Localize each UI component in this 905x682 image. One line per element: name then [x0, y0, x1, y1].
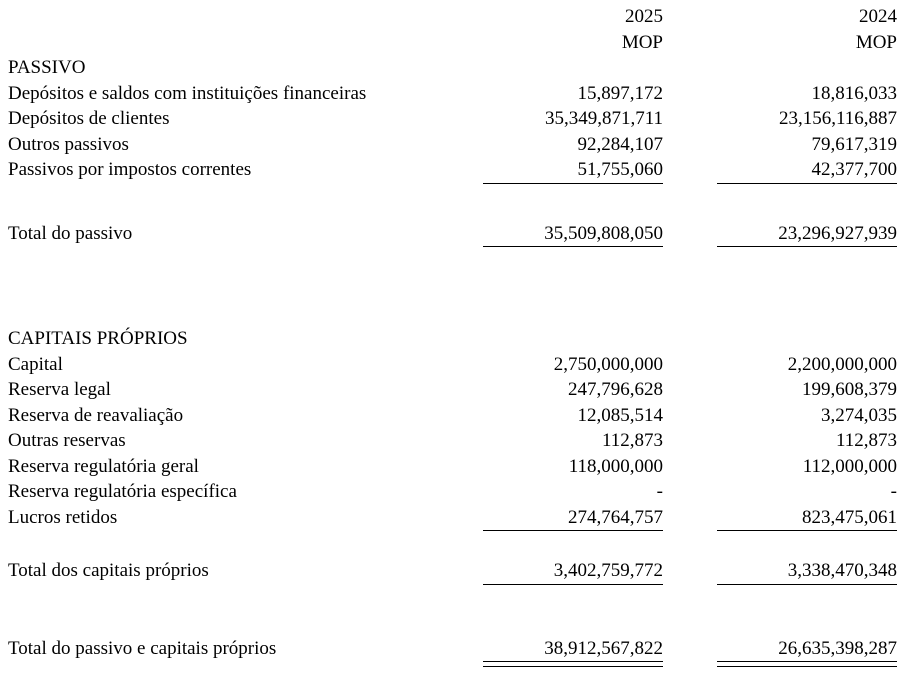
- row-label: Reserva legal: [8, 379, 111, 400]
- year-header-row: 2025 2024: [8, 4, 897, 30]
- row-label: Depósitos e saldos com instituições fina…: [8, 82, 367, 104]
- value-2024: 26,635,398,287: [717, 636, 897, 666]
- value-2025: 2025: [625, 6, 663, 27]
- section-title: CAPITAIS PRÓPRIOS: [8, 328, 188, 349]
- value-2024: -: [890, 481, 897, 502]
- spacer: [8, 183, 897, 221]
- row-label: Total do passivo: [8, 222, 133, 244]
- value-2025: 35,509,808,050: [483, 221, 663, 247]
- value-2024: 3,274,035: [821, 404, 897, 426]
- table-row: Depósitos e saldos com instituições fina…: [8, 81, 897, 107]
- table-row: Passivos por impostos correntes 51,755,06…: [8, 157, 897, 184]
- row-label: Reserva regulatória específica: [8, 481, 237, 502]
- value-2025: 15,897,172: [577, 82, 664, 104]
- value-2025: 112,873: [601, 430, 663, 451]
- row-label: Passivos por impostos correntes: [8, 159, 252, 180]
- table-row: Depósitos de clientes 35,349,871,711 23,15…: [8, 106, 897, 132]
- section-title: PASSIVO: [8, 57, 86, 78]
- row-label: Outros passivos: [8, 133, 129, 155]
- total-equity-row: Total dos capitais próprios 3,402,759,772…: [8, 558, 897, 585]
- value-2024: 42,377,700: [717, 157, 897, 184]
- value-2025: 12,085,514: [577, 404, 664, 426]
- unit-header-row: MOP MOP: [8, 30, 897, 56]
- value-2024: 2,200,000,000: [787, 353, 897, 375]
- value-2024: [717, 55, 897, 81]
- table-row: Outros passivos 92,284,107 79,617,319: [8, 132, 897, 158]
- value-2024: 18,816,033: [811, 82, 898, 104]
- table-row: Reserva regulatória específica - -: [8, 479, 897, 505]
- value-2024: 823,475,061: [717, 505, 897, 531]
- spacer: [8, 584, 897, 636]
- total-liabilities-row: Total do passivo 35,509,808,050 23,296,927…: [8, 221, 897, 247]
- row-label: Reserva de reavaliação: [8, 404, 184, 426]
- section-header-row: PASSIVO: [8, 55, 897, 81]
- value-2025: [483, 326, 663, 352]
- value-2025: 51,755,060: [483, 157, 663, 184]
- table-row: Lucros retidos 274,764,757 823,475,061: [8, 505, 897, 531]
- table-row: Capital 2,750,000,000 2,200,000,000: [8, 352, 897, 378]
- value-2025: 3,402,759,772: [483, 558, 663, 585]
- value-2024: 23,296,927,939: [717, 221, 897, 247]
- value-2025: [483, 55, 663, 81]
- table-row: Reserva de reavaliação 12,085,514 3,274,03…: [8, 403, 897, 429]
- value-2025: 247,796,628: [568, 379, 663, 400]
- row-label: Capital: [8, 353, 63, 375]
- value-2024: 199,608,379: [802, 379, 897, 400]
- row-label: Total dos capitais próprios: [8, 560, 209, 581]
- value-2025: 35,349,871,711: [544, 108, 663, 129]
- value-2024: 112,000,000: [802, 455, 897, 477]
- row-label: Total do passivo e capitais próprios: [8, 637, 277, 659]
- row-label: [8, 30, 483, 56]
- table-row: Reserva regulatória geral 118,000,000 112,…: [8, 454, 897, 480]
- row-label: Reserva regulatória geral: [8, 455, 199, 477]
- row-label: [8, 4, 483, 30]
- spacer: [8, 246, 897, 326]
- value-2024: MOP: [855, 31, 897, 53]
- row-label: Depósitos de clientes: [8, 108, 170, 129]
- value-2024: 23,156,116,887: [778, 108, 897, 129]
- table-row: Outras reservas 112,873 112,873: [8, 428, 897, 454]
- value-2025: 92,284,107: [577, 133, 664, 155]
- table-row: Reserva legal 247,796,628 199,608,379: [8, 377, 897, 403]
- value-2025: 38,912,567,822: [483, 636, 663, 666]
- value-2024: 3,338,470,348: [717, 558, 897, 585]
- value-2025: 2,750,000,000: [553, 353, 663, 375]
- section-header-row: CAPITAIS PRÓPRIOS: [8, 326, 897, 352]
- value-2024: 2024: [859, 6, 897, 27]
- value-2024: 79,617,319: [811, 133, 898, 155]
- value-2025: -: [656, 481, 663, 502]
- value-2025: 274,764,757: [483, 505, 663, 531]
- grand-total-row: Total do passivo e capitais próprios 38,9…: [8, 636, 897, 666]
- spacer: [8, 530, 897, 558]
- value-2025: 118,000,000: [568, 455, 663, 477]
- value-2025: MOP: [621, 31, 663, 53]
- value-2024: 112,873: [835, 430, 897, 451]
- row-label: Outras reservas: [8, 430, 126, 451]
- value-2024: [717, 326, 897, 352]
- row-label: Lucros retidos: [8, 506, 118, 528]
